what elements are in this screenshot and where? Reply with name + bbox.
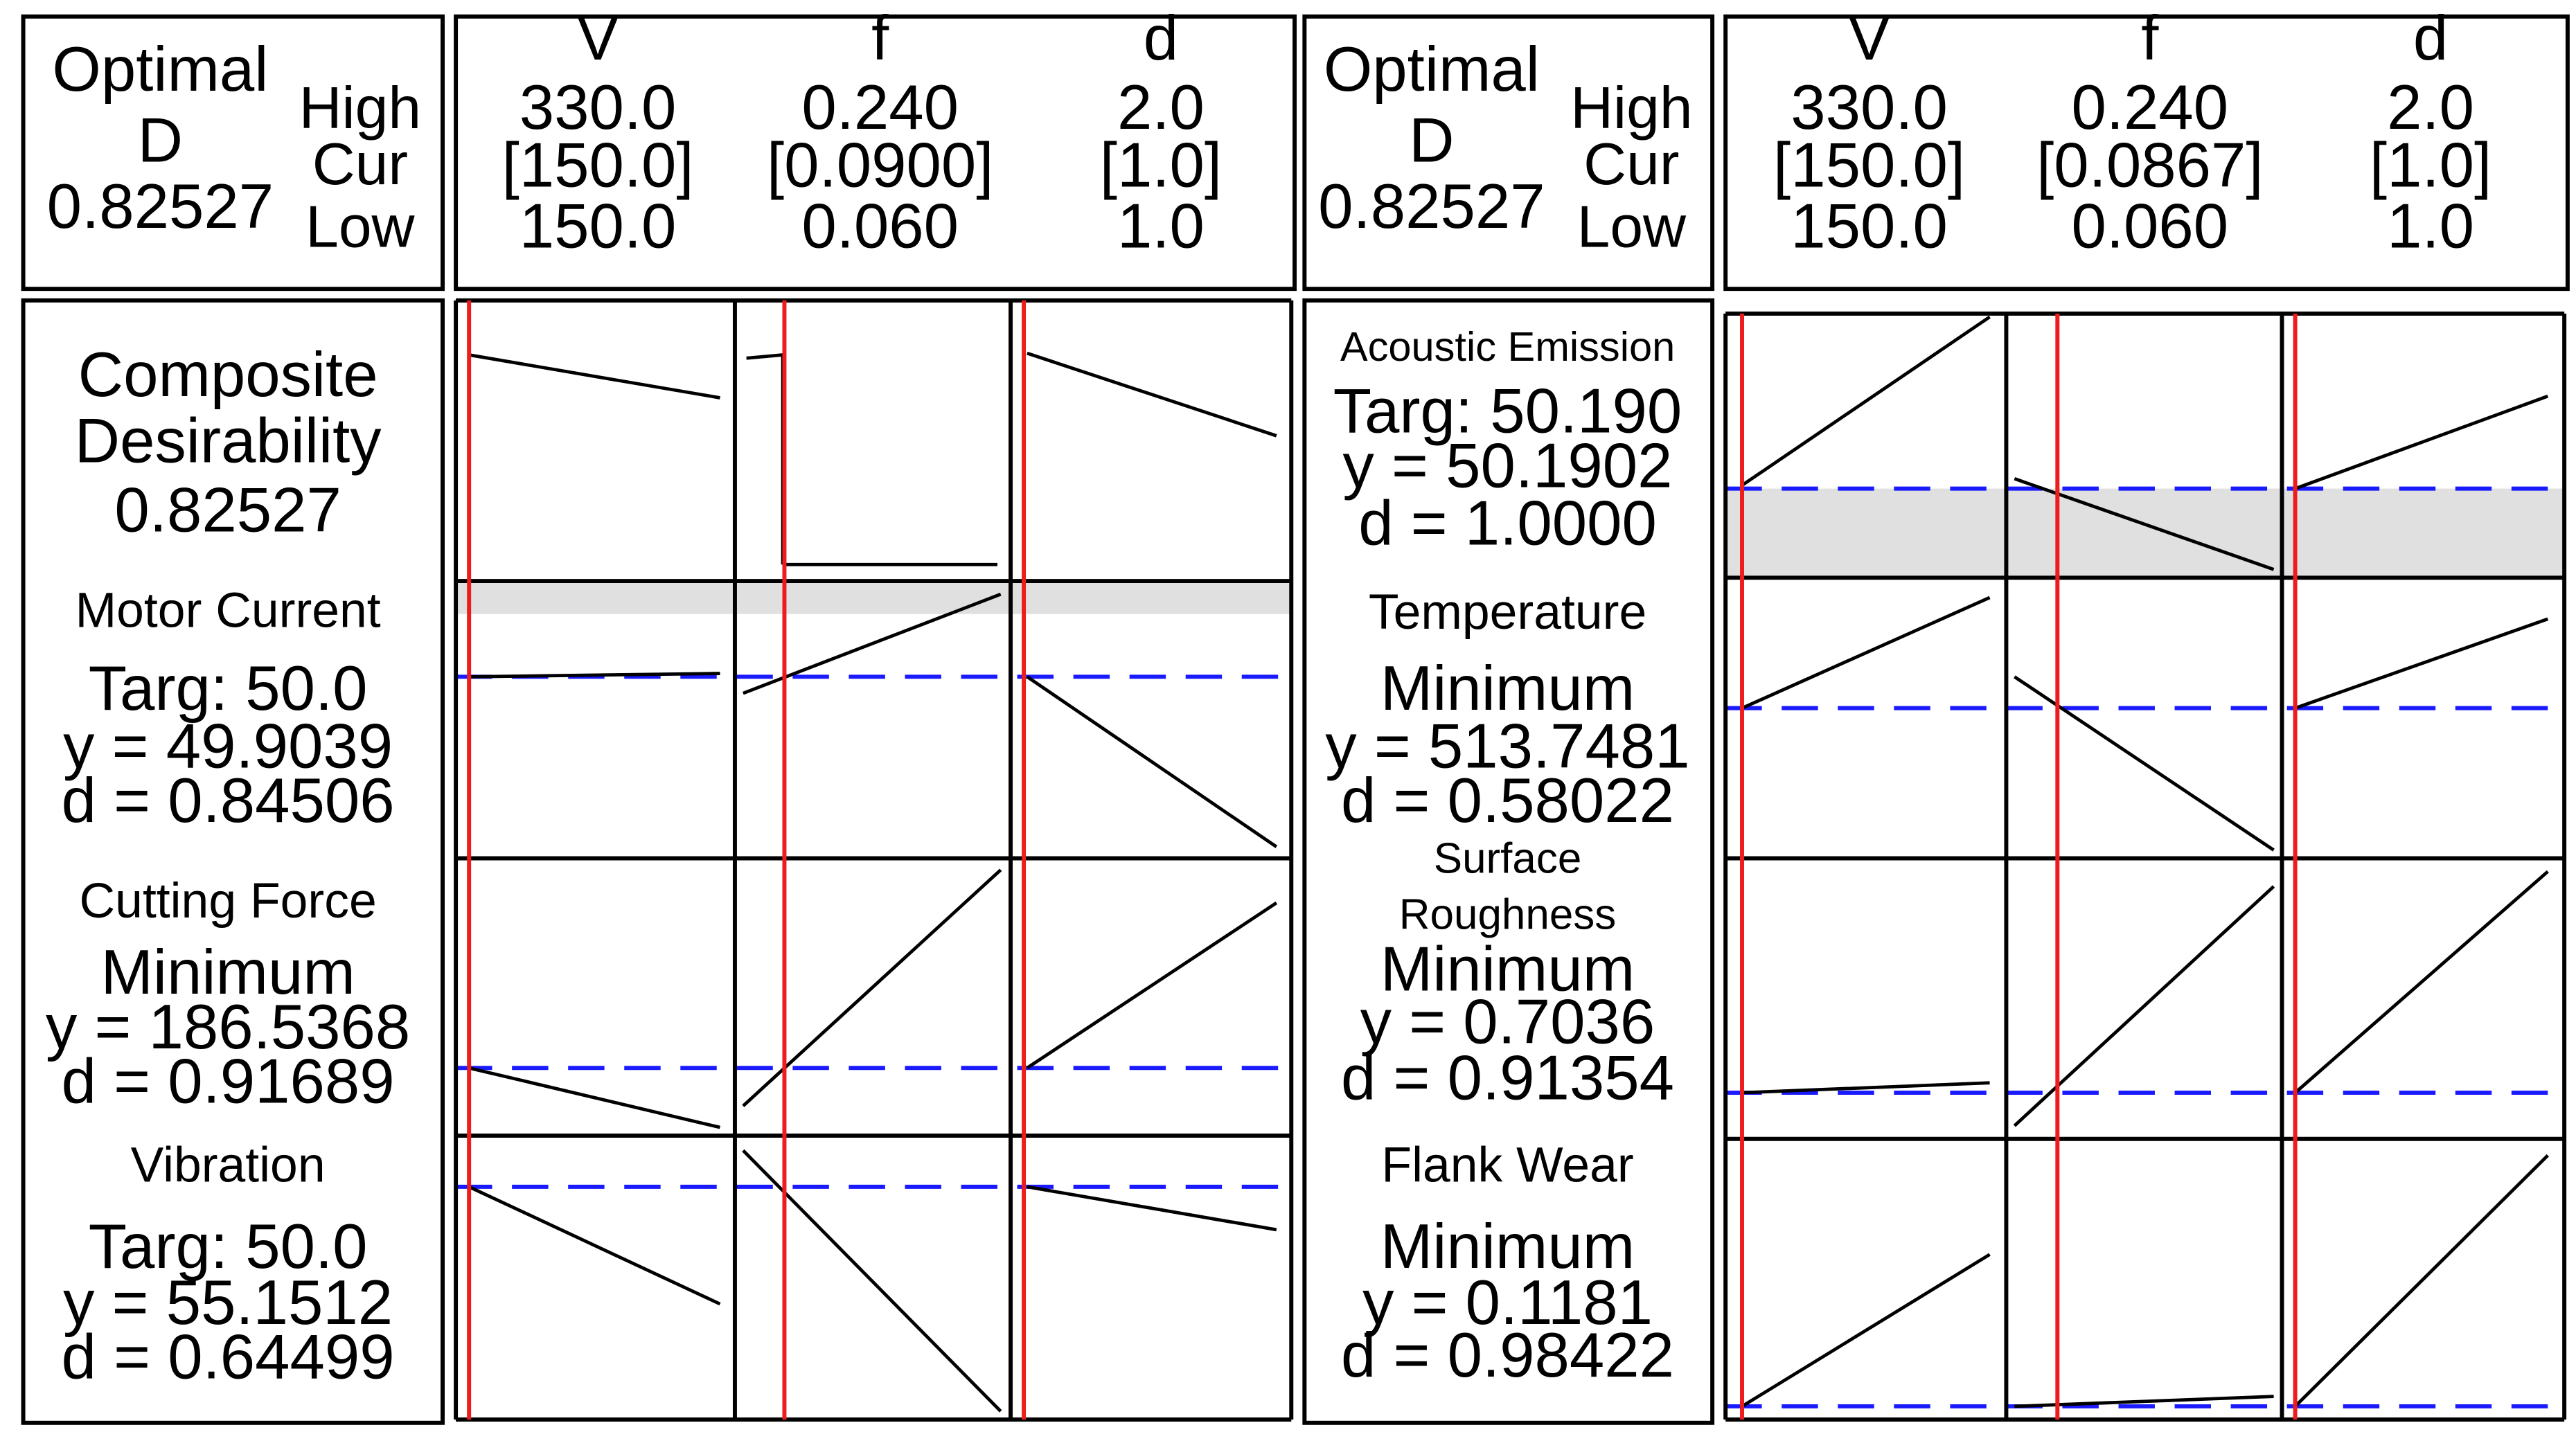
- response-label-box: [1302, 298, 1715, 1425]
- response-curve: [742, 1149, 1002, 1413]
- response-goal: Minimum: [1380, 1212, 1635, 1282]
- factor-name: f: [871, 3, 889, 73]
- response-goal: Minimum: [1380, 934, 1635, 1004]
- response-curve: [2013, 885, 2275, 1127]
- response-curve: [2294, 870, 2549, 1094]
- cur-label: Cur: [312, 131, 408, 197]
- response-goal: Minimum: [1380, 654, 1635, 724]
- factor-low: 0.060: [2071, 192, 2228, 262]
- factor-low: 150.0: [519, 192, 677, 262]
- response-desirability: d = 0.58022: [1341, 766, 1674, 836]
- response-curve: [468, 1066, 721, 1129]
- response-desirability: d = 0.84506: [62, 766, 395, 836]
- factor-high: 0.240: [801, 73, 959, 143]
- factor-high: 330.0: [1791, 73, 1948, 143]
- response-curve: [1027, 351, 1277, 438]
- response-desirability: d = 0.98422: [1341, 1321, 1674, 1390]
- response-desirability: d = 0.91689: [62, 1046, 395, 1116]
- response-desirability: d = 1.0000: [1358, 489, 1657, 559]
- response-name: Vibration: [131, 1138, 326, 1193]
- response-curve: [1741, 1081, 1990, 1095]
- d-value: 0.82527: [1318, 172, 1545, 242]
- low-label: Low: [1577, 193, 1687, 260]
- factor-current: [0.0900]: [767, 130, 993, 200]
- response-predicted: y = 186.5368: [46, 992, 410, 1062]
- response-curve: [468, 1185, 721, 1306]
- response-name: Surface: [1434, 835, 1582, 883]
- header-box: [1302, 14, 1715, 292]
- response-goal: Minimum: [100, 938, 355, 1008]
- response-goal: Targ: 50.190: [1333, 377, 1682, 447]
- optimal-label: Optimal: [52, 35, 268, 105]
- target-band: [1725, 488, 2565, 578]
- response-goal: Targ: 50.0: [89, 1212, 368, 1282]
- response-curve: [468, 353, 720, 400]
- d-value: 0.82527: [47, 172, 274, 242]
- response-predicted: y = 50.1902: [1343, 431, 1673, 501]
- response-curve: [746, 353, 783, 360]
- low-label: Low: [305, 193, 415, 260]
- d-label: D: [138, 106, 183, 176]
- factor-current: [0.0867]: [2036, 130, 2263, 200]
- factor-low: 0.060: [801, 192, 959, 262]
- response-name: Roughness: [1399, 891, 1617, 939]
- response-predicted: y = 49.9039: [63, 712, 393, 782]
- factor-low: 1.0: [1117, 192, 1205, 262]
- response-name: Flank Wear: [1381, 1138, 1633, 1193]
- response-name: Desirability: [75, 406, 382, 476]
- factor-name: V: [1848, 3, 1890, 73]
- factor-low: 150.0: [1791, 192, 1948, 262]
- response-curve: [1741, 315, 1991, 487]
- response-desirability: d = 0.64499: [62, 1323, 395, 1393]
- cur-label: Cur: [1583, 131, 1679, 197]
- high-label: High: [299, 75, 421, 141]
- factor-current: [1.0]: [1100, 130, 1222, 200]
- high-label: High: [1570, 75, 1692, 141]
- factor-high: 330.0: [519, 73, 677, 143]
- factor-low: 1.0: [2387, 192, 2474, 262]
- response-curve: [469, 672, 720, 679]
- header-box: [21, 14, 445, 292]
- response-label-box: [21, 298, 445, 1425]
- response-curve: [1026, 901, 1278, 1070]
- target-band: [456, 581, 1292, 614]
- response-name: Composite: [78, 340, 378, 410]
- factor-current: [150.0]: [502, 130, 694, 200]
- factor-high: 2.0: [1117, 73, 1205, 143]
- response-name: Acoustic Emission: [1340, 323, 1675, 370]
- response-predicted: y = 513.7481: [1325, 712, 1689, 782]
- response-curve: [2293, 1154, 2549, 1408]
- response-predicted: y = 0.1181: [1362, 1268, 1653, 1338]
- response-predicted: y = 0.7036: [1360, 987, 1655, 1057]
- response-curve: [1741, 1253, 1991, 1408]
- response-curve: [1741, 596, 1991, 710]
- optimal-label: Optimal: [1324, 35, 1540, 105]
- factor-name: f: [2141, 3, 2159, 73]
- response-curve: [1027, 1185, 1277, 1232]
- factor-current: [150.0]: [1773, 130, 1965, 200]
- factor-box: [454, 14, 1297, 292]
- response-name: Temperature: [1369, 584, 1646, 640]
- response-predicted: y = 55.1512: [63, 1268, 393, 1338]
- response-name: Cutting Force: [80, 873, 377, 929]
- response-curve: [742, 868, 1002, 1107]
- response-curve: [2294, 394, 2549, 490]
- factor-name: V: [577, 3, 619, 73]
- factor-name: d: [2413, 3, 2448, 73]
- factor-box: [1723, 14, 2570, 292]
- factor-high: 0.240: [2071, 73, 2228, 143]
- d-label: D: [1409, 106, 1454, 176]
- response-curve: [2014, 675, 2275, 852]
- factor-name: d: [1144, 3, 1178, 73]
- response-desirability: d = 0.91354: [1341, 1044, 1674, 1113]
- factor-current: [1.0]: [2370, 130, 2491, 200]
- response-curve: [2294, 617, 2549, 710]
- response-goal: Targ: 50.0: [89, 654, 368, 724]
- response-name: Motor Current: [75, 583, 381, 638]
- response-curve: [1026, 675, 1278, 848]
- response-desirability: 0.82527: [114, 476, 341, 546]
- factor-high: 2.0: [2387, 73, 2474, 143]
